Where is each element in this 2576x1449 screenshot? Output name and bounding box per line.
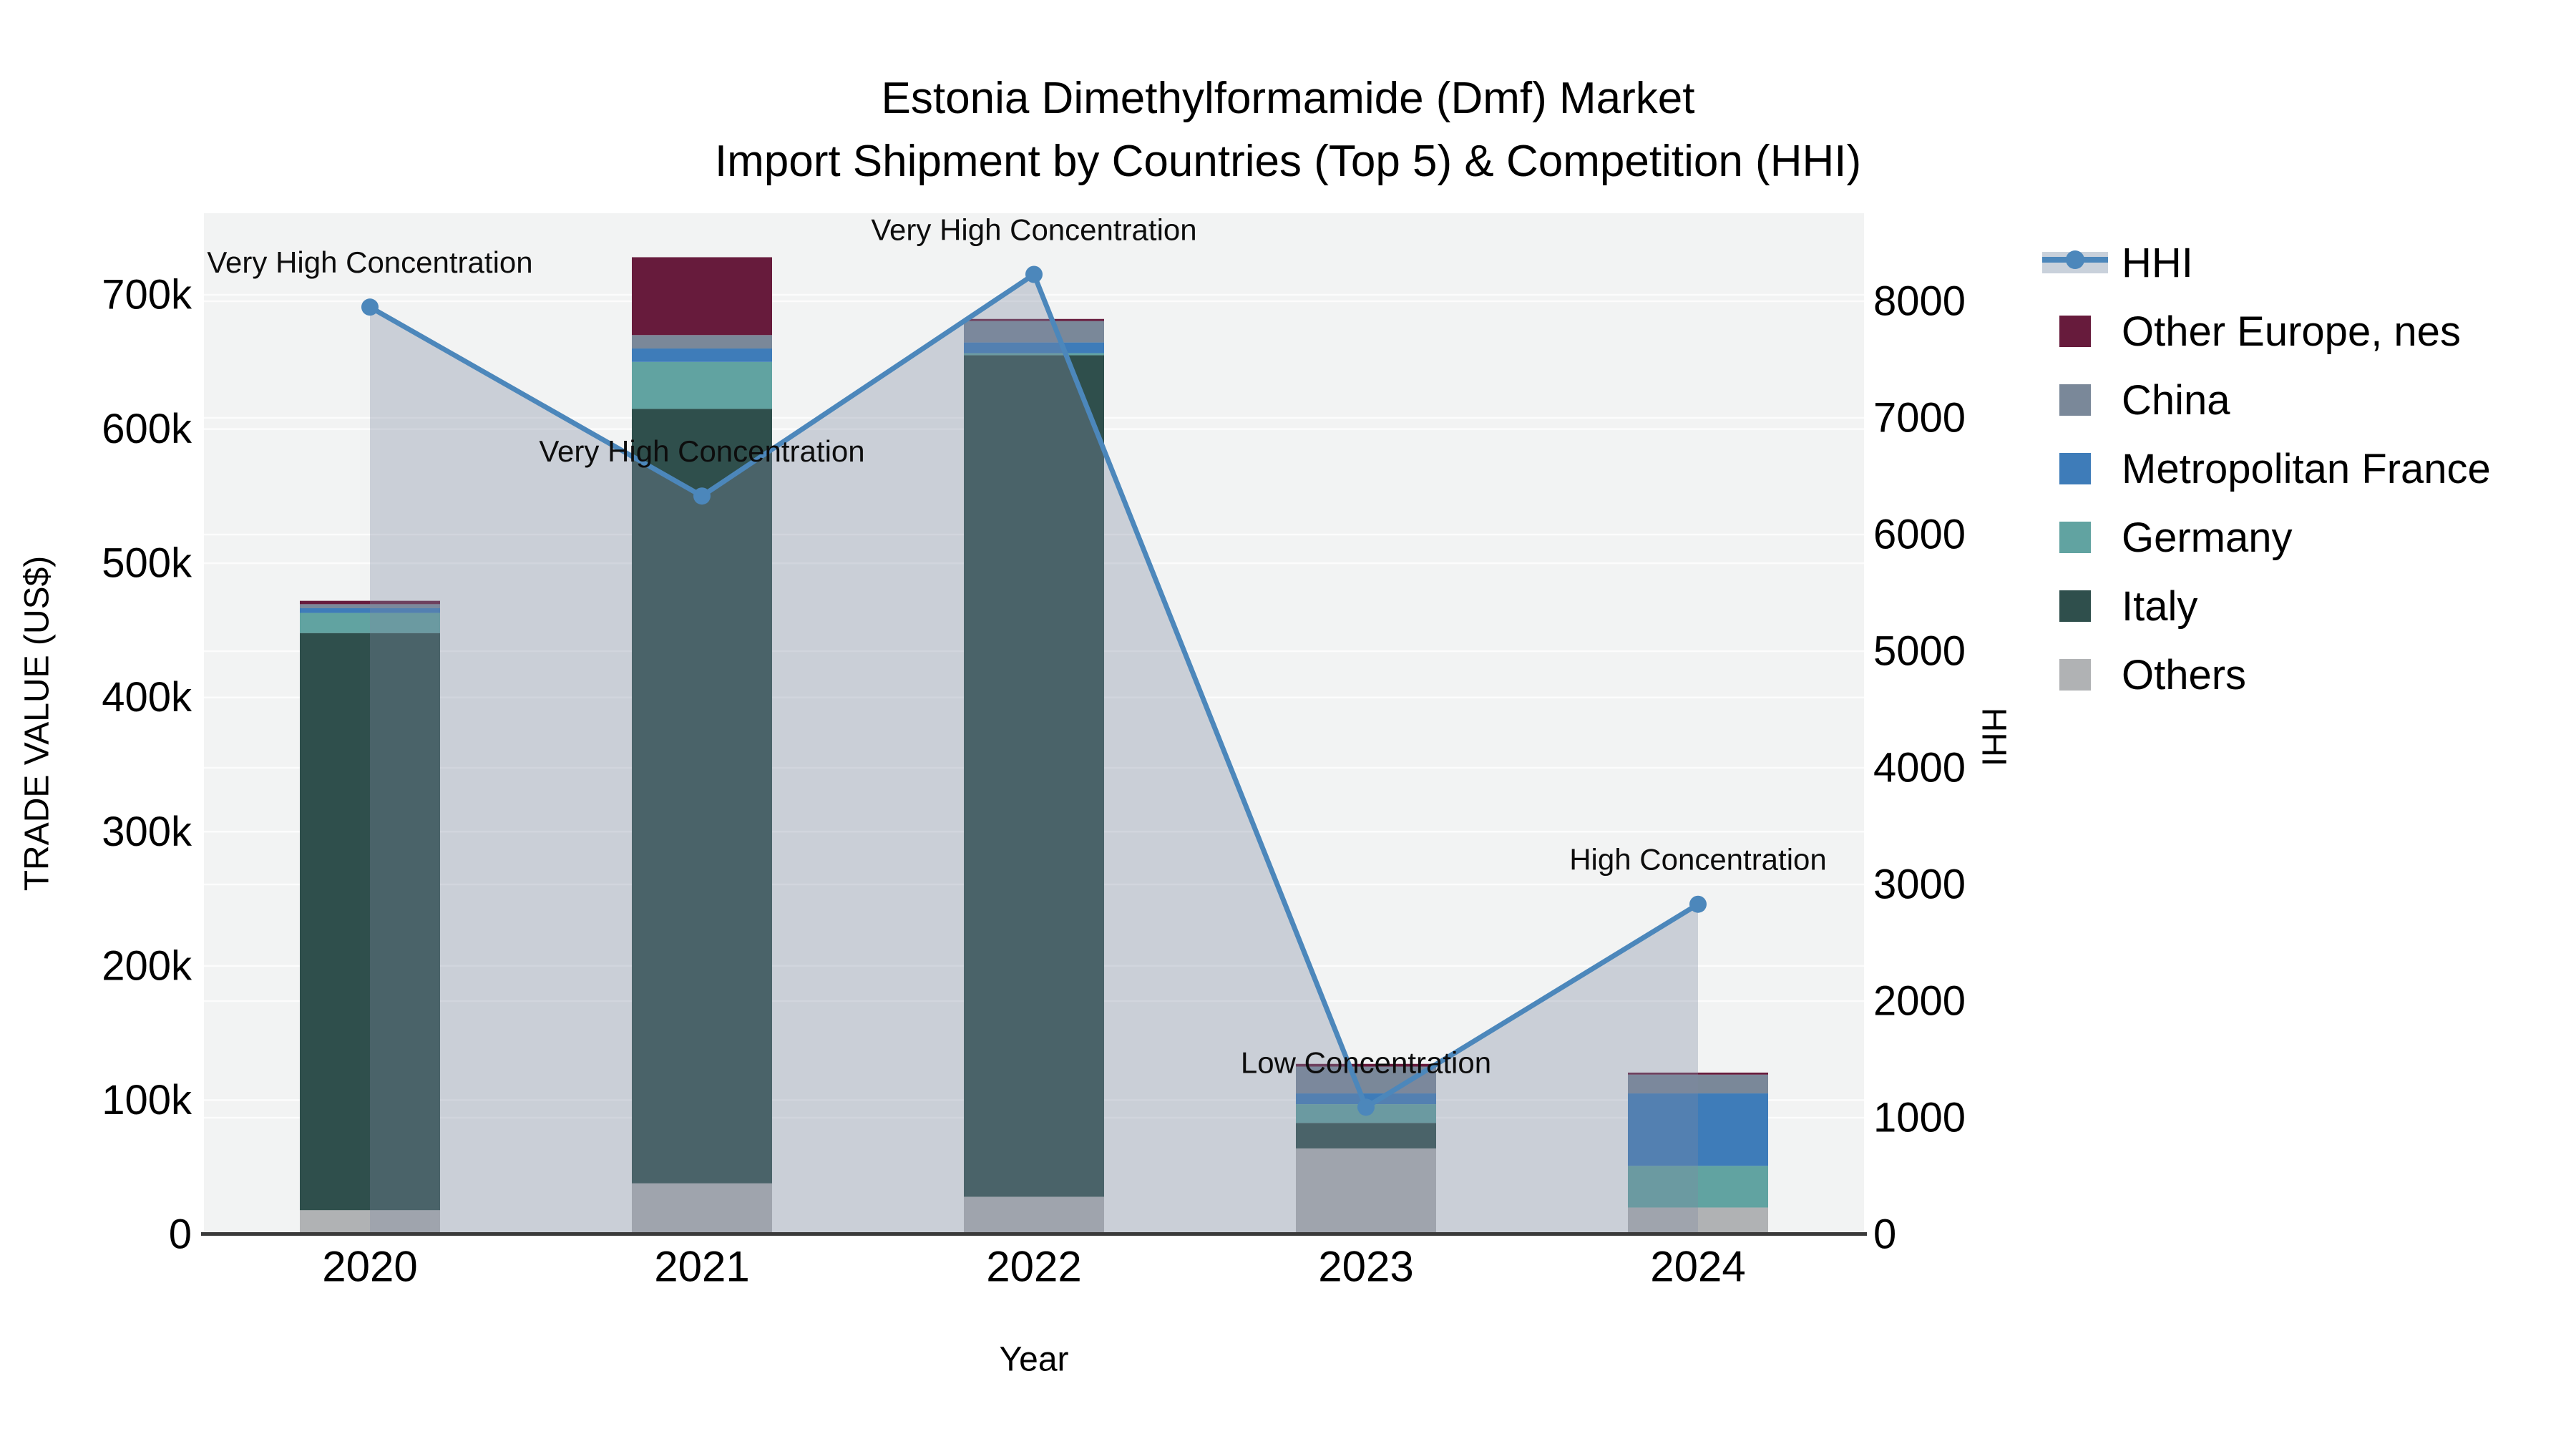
bar-segment-italy-2022	[964, 355, 1104, 1197]
y-left-tick-label: 300k	[102, 809, 192, 855]
hhi-area	[370, 274, 1698, 1234]
legend-item-other-europe-nes: Other Europe, nes	[2042, 297, 2491, 366]
bar-segment-china-2024	[1628, 1074, 1768, 1094]
hhi-legend-marker	[2066, 250, 2084, 269]
bar-segment-germany-2024	[1628, 1166, 1768, 1208]
bar-segment-metropolitan-france-2020	[300, 608, 440, 613]
hhi-marker-2020	[361, 298, 379, 316]
y-left-tick-label: 600k	[102, 406, 192, 452]
annotation-2024: High Concentration	[1569, 843, 1827, 877]
legend-item-hhi: HHI	[2042, 228, 2491, 297]
x-tick-label-2023: 2023	[1318, 1243, 1413, 1291]
annotation-2023: Low Concentration	[1241, 1045, 1491, 1079]
legend-swatch-china	[2059, 384, 2091, 416]
bar-segment-others-2020	[300, 1210, 440, 1234]
legend-label: HHI	[2122, 239, 2193, 286]
legend-swatch-others	[2059, 659, 2091, 691]
bar-segment-others-2022	[964, 1196, 1104, 1234]
annotation-2021: Very High Concentration	[539, 434, 864, 468]
bar-segment-china-2021	[632, 335, 772, 349]
legend-item-others: Others	[2042, 640, 2491, 709]
x-tick-label-2020: 2020	[322, 1243, 417, 1291]
legend-swatch-other-europe-nes	[2059, 316, 2091, 347]
legend-label: Germany	[2122, 514, 2293, 561]
y-right-tick-label: 2000	[1873, 978, 1966, 1025]
legend-color-swatch	[2042, 590, 2108, 622]
y-left-tick-label: 400k	[102, 674, 192, 721]
bar-segment-other-europe-nes-2022	[964, 318, 1104, 321]
y-right-tick-label: 5000	[1873, 628, 1966, 675]
y-left-tick-label: 0	[169, 1211, 192, 1258]
bar-segment-metropolitan-france-2024	[1628, 1093, 1768, 1166]
x-tick-label-2022: 2022	[986, 1243, 1081, 1291]
chart-title-line2: Import Shipment by Countries (Top 5) & C…	[714, 137, 1862, 186]
y-right-tick-label: 3000	[1873, 862, 1966, 908]
x-axis-label: Year	[999, 1340, 1069, 1379]
y-left-tick-label: 500k	[102, 540, 192, 587]
annotation-2022: Very High Concentration	[871, 213, 1196, 247]
y-axis-label-left: TRADE VALUE (US$)	[18, 555, 57, 892]
legend-swatch-germany	[2059, 522, 2091, 553]
bar-segment-metropolitan-france-2021	[632, 348, 772, 362]
legend-color-swatch	[2042, 316, 2108, 347]
hhi-marker-2022	[1025, 265, 1043, 283]
bar-segment-china-2022	[964, 321, 1104, 343]
annotation-2020: Very High Concentration	[207, 245, 532, 279]
bar-segment-metropolitan-france-2022	[964, 342, 1104, 353]
bar-segment-others-2023	[1296, 1148, 1436, 1234]
hhi-marker-2021	[693, 487, 711, 505]
y-right-tick-label: 8000	[1873, 278, 1966, 325]
legend-label: Other Europe, nes	[2122, 308, 2461, 355]
bar-segment-other-europe-nes-2021	[632, 257, 772, 336]
legend-label: Italy	[2122, 582, 2198, 630]
bar-segment-other-europe-nes-2023	[1296, 1063, 1436, 1067]
legend: HHI Other Europe, nes China Metropolitan Fr…	[2042, 228, 2491, 709]
chart-title-line1: Estonia Dimethylformamide (Dmf) Market	[881, 74, 1695, 123]
bar-segment-italy-2023	[1296, 1123, 1436, 1148]
bar-segment-other-europe-nes-2024	[1628, 1072, 1768, 1075]
legend-color-swatch	[2042, 659, 2108, 691]
legend-color-swatch	[2042, 522, 2108, 553]
bar-segment-china-2020	[300, 604, 440, 608]
chart-title: Estonia Dimethylformamide (Dmf) Market I…	[0, 67, 2576, 193]
y-left-tick-label: 700k	[102, 272, 192, 318]
legend-label: Metropolitan France	[2122, 445, 2491, 492]
bar-segment-others-2021	[632, 1183, 772, 1234]
legend-line-swatch	[2042, 247, 2108, 278]
y-left-tick-label: 200k	[102, 942, 192, 989]
legend-label: Others	[2122, 651, 2247, 698]
legend-item-china: China	[2042, 366, 2491, 434]
legend-swatch-metropolitan-france	[2059, 453, 2091, 484]
y-right-tick-label: 7000	[1873, 395, 1966, 441]
bar-segment-others-2024	[1628, 1207, 1768, 1234]
bar-segment-germany-2022	[964, 353, 1104, 356]
legend-color-swatch	[2042, 453, 2108, 484]
legend-color-swatch	[2042, 384, 2108, 416]
x-tick-label-2021: 2021	[654, 1243, 749, 1291]
legend-item-italy: Italy	[2042, 572, 2491, 640]
legend-swatch-italy	[2059, 590, 2091, 622]
hhi-marker-2024	[1689, 895, 1707, 913]
hhi-marker-2023	[1357, 1098, 1375, 1116]
y-axis-label-right: HHI	[1974, 707, 2013, 767]
bar-segment-germany-2020	[300, 613, 440, 633]
bar-segment-italy-2020	[300, 633, 440, 1211]
bar-segment-other-europe-nes-2020	[300, 600, 440, 605]
hhi-legend-sample	[2042, 250, 2108, 273]
y-right-tick-label: 6000	[1873, 512, 1966, 558]
legend-item-germany: Germany	[2042, 503, 2491, 572]
y-right-tick-label: 1000	[1873, 1095, 1966, 1141]
legend-label: China	[2122, 376, 2230, 424]
legend-item-metropolitan-france: Metropolitan France	[2042, 434, 2491, 503]
y-right-tick-label: 4000	[1873, 745, 1966, 791]
y-left-tick-label: 100k	[102, 1077, 192, 1123]
y-right-tick-label: 0	[1873, 1211, 1896, 1258]
x-axis-spine	[201, 1232, 1867, 1236]
x-tick-label-2024: 2024	[1650, 1243, 1745, 1291]
bar-segment-italy-2021	[632, 409, 772, 1184]
bar-segment-germany-2021	[632, 361, 772, 409]
